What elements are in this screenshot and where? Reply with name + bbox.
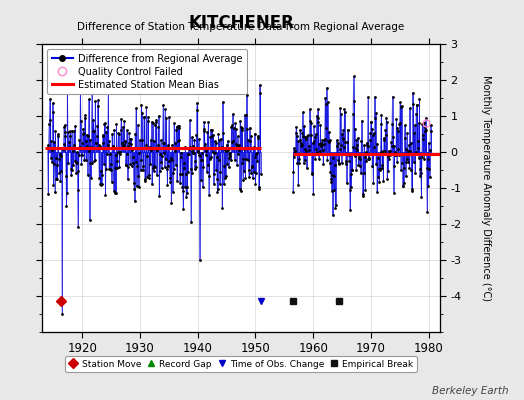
- Text: Berkeley Earth: Berkeley Earth: [432, 386, 508, 396]
- Text: Difference of Station Temperature Data from Regional Average: Difference of Station Temperature Data f…: [78, 22, 405, 32]
- Y-axis label: Monthly Temperature Anomaly Difference (°C): Monthly Temperature Anomaly Difference (…: [481, 75, 491, 301]
- Text: KITCHENER: KITCHENER: [188, 14, 294, 32]
- Legend: Station Move, Record Gap, Time of Obs. Change, Empirical Break: Station Move, Record Gap, Time of Obs. C…: [66, 356, 417, 372]
